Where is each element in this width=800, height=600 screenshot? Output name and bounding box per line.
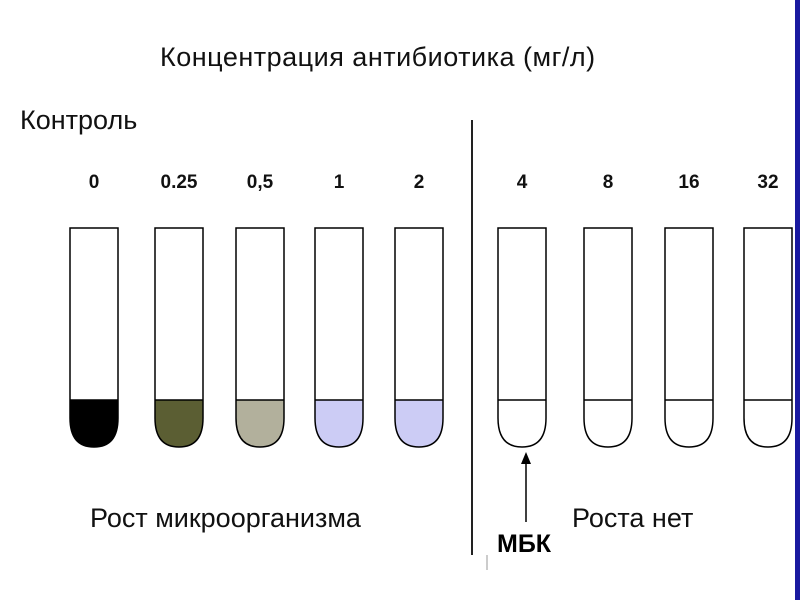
tube-outline [69,227,119,448]
tube-outline [314,227,364,448]
tube-outline [664,227,714,448]
tube-outline [154,227,204,448]
tube-5 [497,227,547,448]
tube-outline [743,227,793,448]
concentration-label: 0 [88,172,100,193]
slide-side-bar [795,0,800,600]
growth-label: Рост микроорганизма [90,503,361,533]
tube-outline [394,227,444,448]
tube-outline [497,227,547,448]
tube-liquid [315,400,363,447]
mbk-arrow-head [521,452,531,464]
no-growth-label: Роста нет [572,503,694,533]
tube-6 [583,227,633,448]
tube-liquid [70,400,118,447]
control-label: Контроль [20,105,138,135]
concentration-label: 0.25 [160,172,198,193]
tube-4 [394,227,444,448]
tube-outline [583,227,633,448]
tube-liquid [236,400,284,447]
tube-liquid [498,400,546,447]
concentration-label: 2 [413,172,425,193]
tube-7 [664,227,714,448]
tube-liquid [155,400,203,447]
diagram-title: Концентрация антибиотика (мг/л) [160,42,596,72]
concentration-label: 16 [678,172,700,193]
tube-liquid [665,400,713,447]
concentration-label: 32 [757,172,779,193]
tube-liquid [584,400,632,447]
concentration-label: 8 [602,172,614,193]
tube-liquid [395,400,443,447]
concentration-label: 1 [333,172,345,193]
mbk-label: МБК [497,530,552,558]
tube-8 [743,227,793,448]
concentration-label: 4 [516,172,528,193]
tube-outline [235,227,285,448]
tube-1 [154,227,204,448]
tube-liquid [744,400,792,447]
tube-3 [314,227,364,448]
tube-2 [235,227,285,448]
concentration-label: 0,5 [246,172,274,193]
tube-0 [69,227,119,448]
